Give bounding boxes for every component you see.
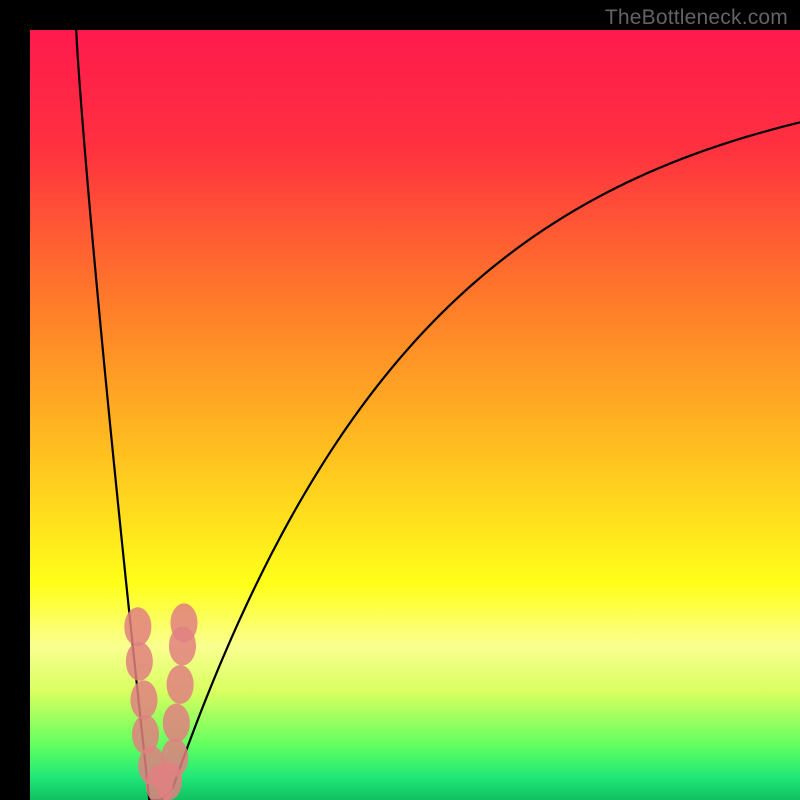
data-marker <box>124 607 151 646</box>
data-marker <box>163 704 190 743</box>
data-marker <box>130 680 157 719</box>
chart-frame: TheBottleneck.com <box>0 0 800 800</box>
data-marker <box>167 665 194 704</box>
watermark-label: TheBottleneck.com <box>605 6 788 30</box>
data-marker <box>126 642 153 681</box>
chart-svg <box>30 30 800 800</box>
data-marker <box>170 603 197 642</box>
data-marker <box>161 738 188 777</box>
plot-area <box>30 30 800 800</box>
